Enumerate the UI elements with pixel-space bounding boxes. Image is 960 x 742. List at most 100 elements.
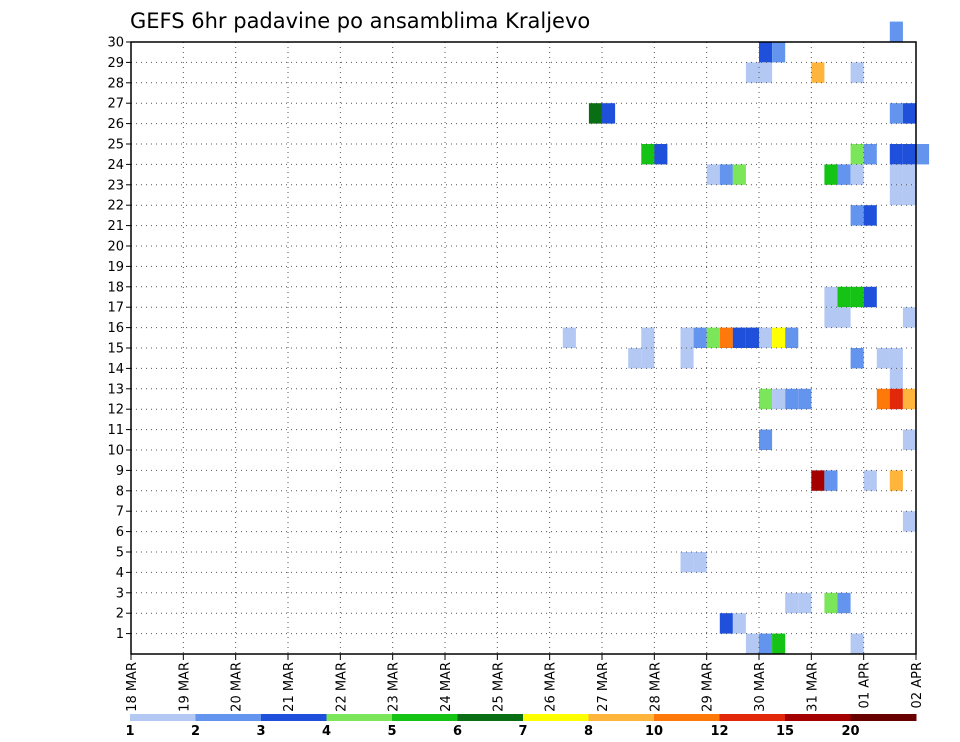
y-tick-label: 21 [107,219,124,234]
colorbar-swatch [588,714,655,721]
colorbar-swatch [719,714,786,721]
x-tick-label: 29 MAR [701,662,716,712]
x-tick-label: 23 MAR [387,662,402,712]
chart-title: GEFS 6hr padavine po ansamblima Kraljevo [130,9,590,33]
heatmap-cell [641,348,655,369]
y-tick-label: 23 [107,178,124,193]
heatmap-cell [863,144,877,165]
x-tick-label: 20 MAR [230,662,245,712]
heatmap-cell [811,470,825,491]
colorbar-label: 4 [322,724,331,739]
heatmap-cell [889,388,903,410]
y-tick-label: 18 [107,280,124,295]
heatmap-cell [889,144,903,165]
heatmap-cell [745,327,759,348]
heatmap-cell [719,613,733,634]
heatmap-cell [902,184,916,206]
heatmap-cell [759,388,773,410]
x-tick-label: 31 MAR [805,662,820,712]
heatmap-cell [680,552,694,573]
heatmap-cell [889,103,903,124]
heatmap-cell [732,613,746,634]
colorbar-swatch [130,714,196,721]
y-tick-label: 4 [116,566,124,581]
heatmap-cell [759,62,773,83]
heatmap-cell [798,592,812,614]
y-tick-label: 10 [107,444,124,459]
heatmap-cell [850,205,864,226]
x-tick-label: 21 MAR [282,662,297,712]
x-tick-label: 01 APR [858,662,873,708]
colorbar-label: 6 [453,724,462,739]
heatmap-cell [772,388,786,410]
y-tick-label: 22 [107,199,124,214]
y-tick-label: 30 [107,36,124,51]
y-tick-label: 26 [107,117,124,132]
y-tick-label: 12 [107,403,124,418]
y-tick-label: 27 [107,97,124,112]
heatmap-cell [902,429,916,450]
y-tick-label: 3 [116,586,124,601]
heatmap-cell [759,429,773,450]
x-tick-label: 28 MAR [648,662,663,712]
x-tick-label: 18 MAR [125,662,140,712]
heatmap-cell [902,144,916,165]
heatmap-cell [850,348,864,369]
heatmap-cell [745,633,759,654]
plot-frame [130,41,917,655]
heatmap-cell [902,164,916,185]
colorbar-label: 10 [645,724,663,739]
heatmap-cell [837,286,851,308]
heatmap-cell [902,511,916,532]
colorbar-label: 2 [191,724,200,739]
heatmap-cell [876,388,890,410]
heatmap-cell [850,62,864,83]
colorbar-label: 5 [387,724,396,739]
heatmap-cell [889,368,903,389]
heatmap-cell [562,327,576,348]
y-tick-label: 24 [107,158,124,173]
colorbar-swatch [195,714,262,721]
heatmap-cell [602,103,616,124]
heatmap-cell [889,348,903,369]
y-tick-label: 28 [107,76,124,91]
colorbar-swatch [523,714,589,721]
heatmap-cell [863,205,877,226]
colorbar-label: 12 [710,724,728,739]
heatmap-cell [680,348,694,369]
heatmap-cell [680,327,694,348]
heatmap-cell [850,164,864,185]
y-tick-label: 20 [107,240,124,255]
y-tick-label: 14 [107,362,124,377]
colorbar-swatch [326,714,393,721]
heatmap-cell [837,307,851,328]
heatmap-cell [824,307,838,328]
heatmap-cell [798,388,812,410]
y-tick-label: 13 [107,382,124,397]
heatmap-cell [916,144,930,165]
y-tick-label: 1 [116,627,124,642]
y-tick-label: 15 [107,342,124,357]
y-tick-label: 29 [107,56,124,71]
colorbar-swatch [785,714,851,721]
colorbar: 1 2 3 4 5 6 7 8 10 12 15 20 [125,714,917,739]
heatmap-cell [824,286,838,308]
colorbar-swatch [457,714,524,721]
heatmap-cell [785,592,799,614]
heatmap-cell [889,470,903,491]
heatmap-cell [824,164,838,185]
y-axis: 1234567891011121314151617181920212223242… [107,36,131,642]
heatmap-cell [902,307,916,328]
x-tick-label: 02 APR [910,662,925,708]
y-tick-label: 17 [107,301,124,316]
colorbar-swatch [261,714,327,721]
heatmap-cell [628,348,642,369]
x-tick-label: 19 MAR [177,662,192,712]
x-axis: 18 MAR 19 MAR 20 MAR 21 MAR 22 MAR 23 MAR 24 M… [125,654,925,712]
colorbar-label: 8 [584,724,593,739]
y-tick-label: 8 [116,484,124,499]
heatmap-cell [824,470,838,491]
heatmap-cell [863,470,877,491]
heatmap-cell [719,164,733,185]
